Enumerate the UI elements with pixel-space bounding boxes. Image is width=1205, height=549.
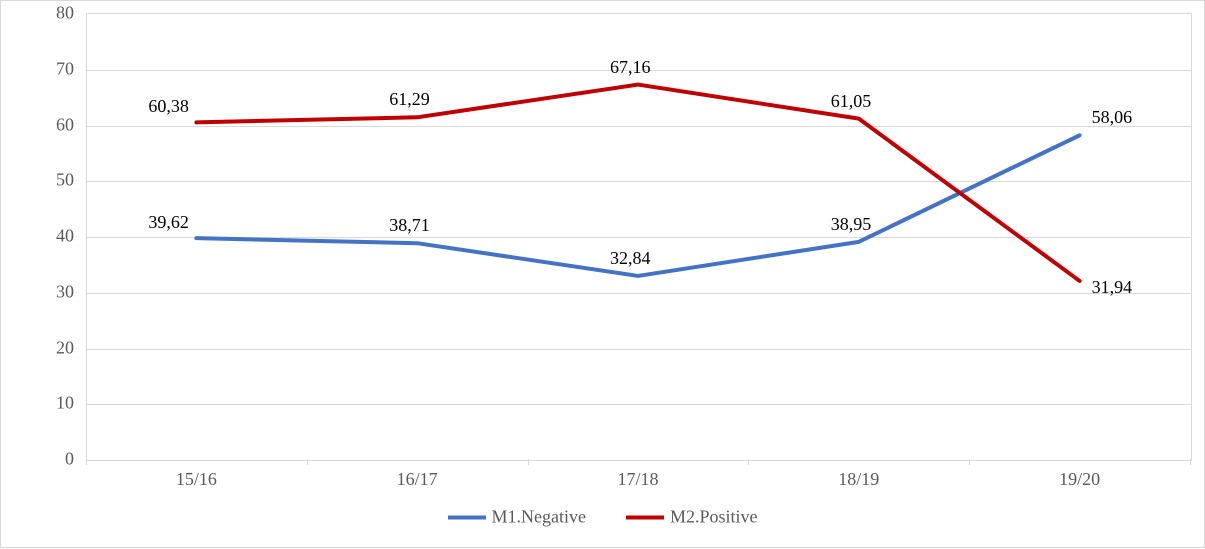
- x-axis-tick-mark: [969, 459, 970, 465]
- y-axis-tick-label: 80: [1, 3, 74, 24]
- data-label: 31,94: [1092, 277, 1133, 298]
- y-axis-tick-label: 20: [1, 337, 74, 358]
- x-axis-tick-label: 19/20: [1059, 469, 1100, 490]
- y-axis-tick-label: 30: [1, 281, 74, 302]
- legend-label: M1.Negative: [492, 507, 586, 528]
- data-label: 60,38: [148, 96, 189, 117]
- data-label: 61,05: [831, 91, 872, 112]
- x-axis-tick-label: 18/19: [838, 469, 879, 490]
- y-axis-tick-label: 40: [1, 226, 74, 247]
- data-label: 61,29: [389, 89, 430, 110]
- data-label: 67,16: [610, 57, 651, 78]
- x-axis-tick-mark: [528, 459, 529, 465]
- y-axis-tick-label: 70: [1, 58, 74, 79]
- x-axis-tick-mark: [748, 459, 749, 465]
- y-axis-tick-label: 10: [1, 393, 74, 414]
- legend-label: M2.Positive: [670, 507, 758, 528]
- data-label: 39,62: [148, 212, 189, 233]
- line-chart: M1.Negative M2.Positive 0 10 20 30 40 50 60 70 80…: [0, 0, 1205, 548]
- x-axis-tick-label: 17/18: [617, 469, 658, 490]
- data-label: 32,84: [610, 248, 651, 269]
- legend-item: M2.Positive: [626, 507, 758, 528]
- x-axis-tick-mark: [307, 459, 308, 465]
- legend-swatch: [448, 515, 486, 519]
- data-label: 58,06: [1092, 107, 1133, 128]
- data-label: 38,71: [389, 215, 430, 236]
- y-axis-tick-label: 60: [1, 114, 74, 135]
- y-axis-tick-label: 50: [1, 170, 74, 191]
- chart-lines-layer: [1, 1, 1205, 549]
- legend-item: M1.Negative: [448, 507, 586, 528]
- legend-swatch: [626, 515, 664, 519]
- x-axis-tick-label: 15/16: [176, 469, 217, 490]
- x-axis-tick-mark: [1190, 459, 1191, 465]
- chart-legend: M1.Negative M2.Positive: [448, 507, 758, 528]
- x-axis-tick-mark: [86, 459, 87, 465]
- data-label: 38,95: [831, 214, 872, 235]
- x-axis-tick-label: 16/17: [397, 469, 438, 490]
- y-axis-tick-label: 0: [1, 449, 74, 470]
